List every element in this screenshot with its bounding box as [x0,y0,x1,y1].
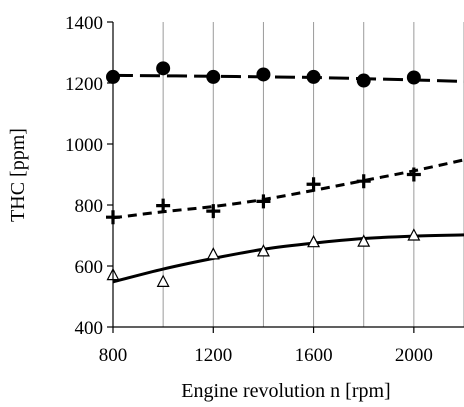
series-1-point-6 [406,167,421,182]
y-tick-label-800: 800 [75,196,104,217]
series-1-fit-line [112,158,464,220]
x-tick-label-1600: 1600 [295,345,333,366]
x-tick-label-1200: 1200 [194,345,232,366]
fit-curves [112,73,464,284]
x-axis-title: Engine revolution n [rpm] [181,380,390,402]
series-2-point-5 [357,234,371,247]
y-tick-label-600: 600 [75,257,104,278]
series-2-point-6 [407,228,421,241]
x-tick-label-800: 800 [99,345,128,366]
series-1-point-1 [156,198,171,213]
x-tick-label-2000: 2000 [395,345,433,366]
y-axis-title: THC [ppm] [7,128,29,222]
series-2-point-1 [156,274,170,287]
series-0-point-2 [206,69,221,84]
series-0-point-5 [356,73,371,88]
series-2-point-3 [256,244,270,257]
y-tick-label-1400: 1400 [65,13,103,34]
tick-labels: 400 600 800 1000 1200 1400 800 1200 1600 2000 [65,13,433,366]
series-2-point-4 [307,234,321,248]
axes [107,21,464,333]
series-2-fit-line [112,233,464,284]
series-1-point-3 [256,194,271,209]
series-0-point-1 [156,61,171,76]
series-0-point-6 [406,70,421,85]
y-tick-label-400: 400 [75,318,104,339]
series-1-point-4 [306,177,321,192]
y-tick-label-1000: 1000 [65,135,103,156]
series-0-point-4 [306,69,321,84]
data-markers [106,61,421,287]
series-1-point-5 [356,174,371,189]
y-tick-label-1200: 1200 [65,74,103,95]
series-0-point-3 [256,67,271,82]
series-2-point-2 [206,247,220,260]
series-1-point-2 [206,204,221,219]
